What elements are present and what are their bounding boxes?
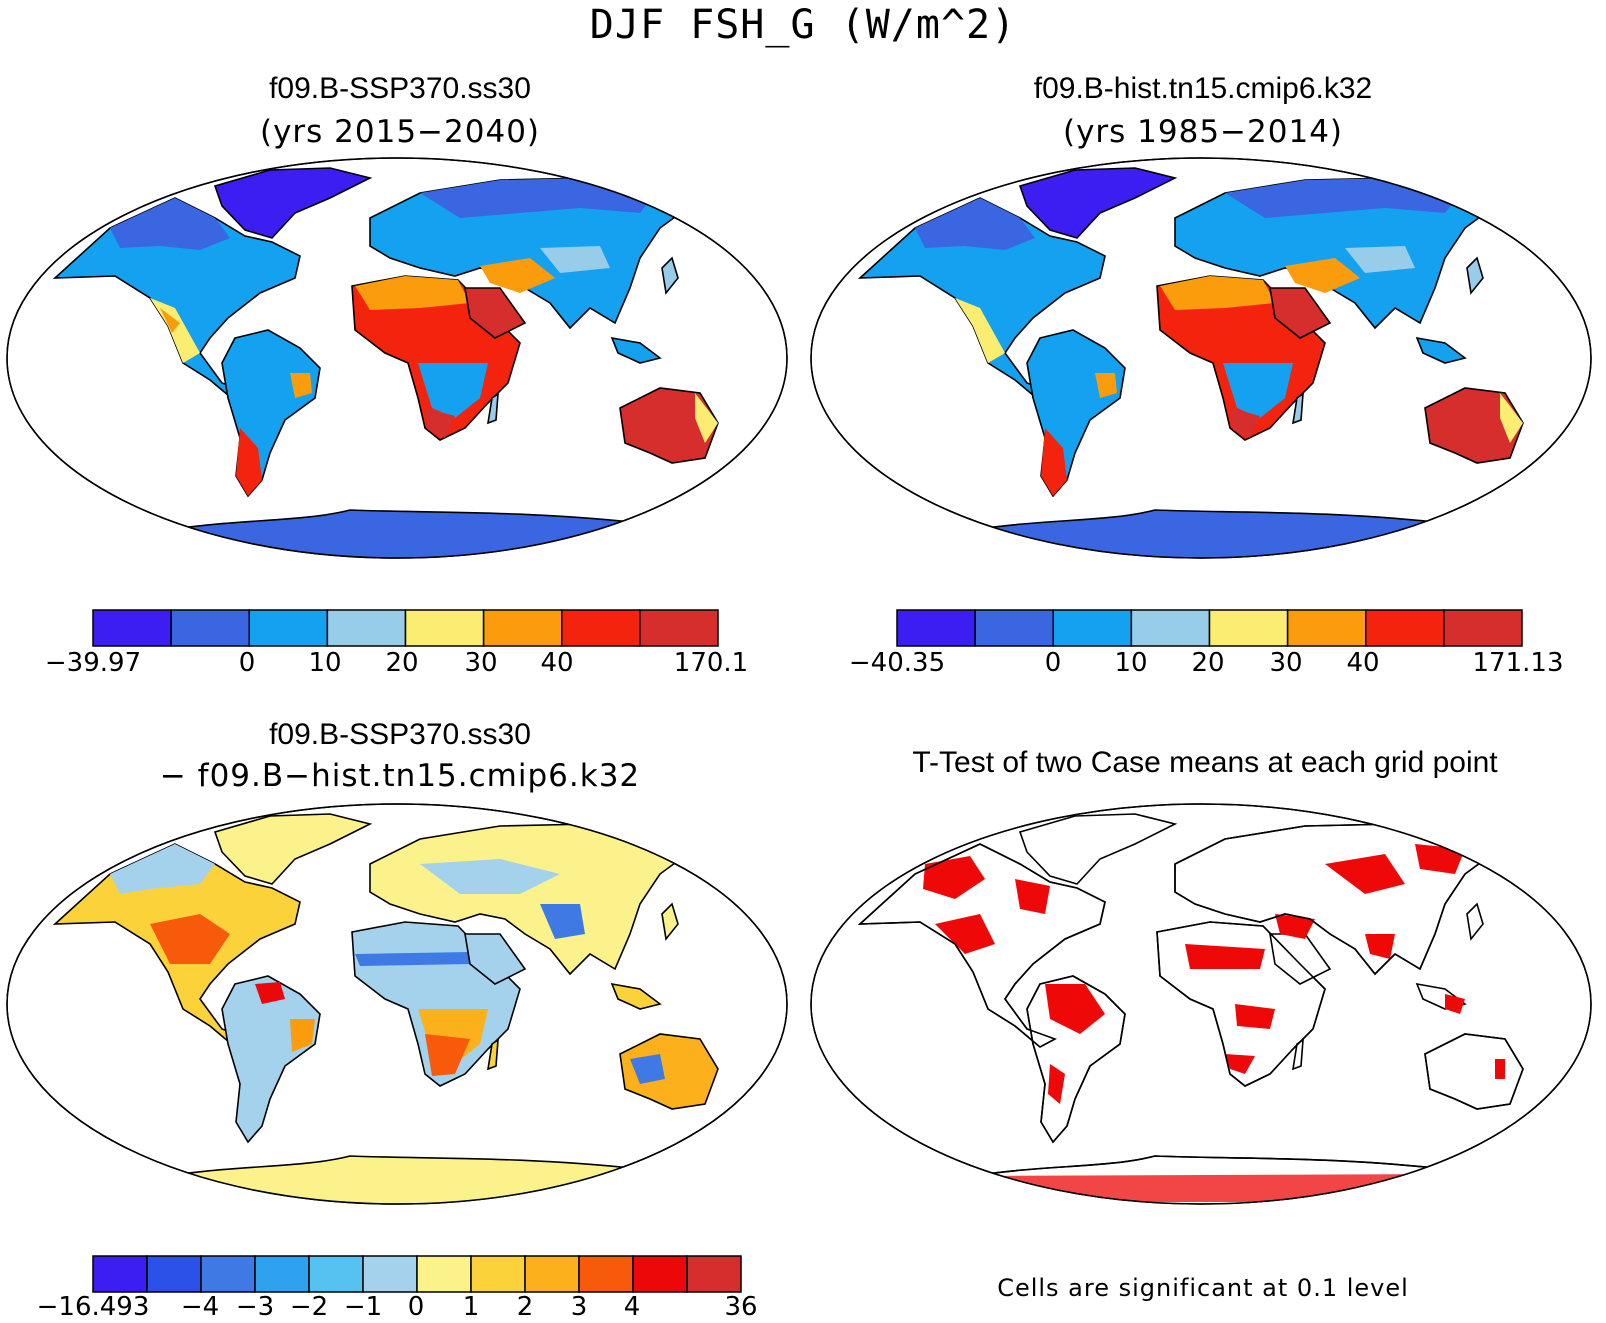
north-america	[52, 197, 301, 402]
map-panel-bottom-left	[6, 803, 788, 1205]
panel-tr-case-name: f09.B-hist.tn15.cmip6.k32	[1033, 72, 1373, 105]
madagascar	[486, 392, 499, 425]
colorbar-top-right-boxes	[896, 609, 1523, 647]
cb-bl-swatch-1	[146, 1255, 202, 1293]
panel-bl-minus-case: − f09.B−hist.tn15.cmip6.k32	[159, 758, 641, 794]
cb-bl-tick-2: −3	[235, 1292, 275, 1322]
cb-bl-tick-1: −4	[180, 1292, 220, 1322]
figure-title: DJF FSH_G (W/m^2)	[589, 2, 1017, 48]
panel-br-title: T-Test of two Case means at each grid po…	[912, 746, 1498, 779]
cb-tl-tick-4: 30	[464, 648, 498, 678]
cb-tr-swatch-0	[896, 609, 976, 647]
cb-bl-swatch-8	[524, 1255, 580, 1293]
australia	[619, 387, 719, 464]
cb-bl-swatch-0	[92, 1255, 148, 1293]
cb-bl-tick-9: 4	[623, 1292, 641, 1322]
cb-tl-tick-0: −39.97	[44, 648, 142, 678]
cb-tl-swatch-4	[404, 609, 485, 647]
cb-tr-swatch-6	[1365, 609, 1445, 647]
cb-tl-swatch-7	[639, 609, 719, 647]
colorbar-top-right	[896, 609, 1523, 647]
cb-bl-swatch-3	[254, 1255, 310, 1293]
cb-tl-tick-1: 0	[238, 648, 256, 678]
cb-bl-swatch-11	[686, 1255, 742, 1293]
cb-bl-tick-4: −1	[343, 1292, 383, 1322]
map-panel-top-left	[6, 157, 788, 559]
cb-tl-tick-6: 170.1	[673, 648, 749, 678]
significance-note: Cells are significant at 0.1 level	[997, 1274, 1409, 1302]
cb-tr-swatch-2	[1052, 609, 1133, 647]
cb-tr-tick-5: 40	[1346, 648, 1380, 678]
cb-tr-tick-2: 10	[1114, 648, 1148, 678]
cb-tl-swatch-6	[561, 609, 641, 647]
cb-bl-tick-3: −2	[289, 1292, 329, 1322]
cb-tr-swatch-7	[1443, 609, 1523, 647]
arabia	[464, 287, 527, 339]
cb-bl-swatch-4	[308, 1255, 364, 1293]
cb-tl-tick-5: 40	[540, 648, 574, 678]
cb-tl-swatch-3	[326, 609, 407, 647]
cb-bl-tick-7: 2	[516, 1292, 534, 1322]
cb-bl-swatch-9	[578, 1255, 634, 1293]
cb-tl-tick-2: 10	[308, 648, 342, 678]
cb-tr-tick-0: −40.35	[848, 648, 946, 678]
cb-tr-tick-4: 30	[1269, 648, 1303, 678]
colorbar-bottom-left-boxes	[92, 1255, 742, 1293]
cb-bl-swatch-10	[632, 1255, 688, 1293]
cb-bl-tick-10: 36	[724, 1292, 758, 1322]
cb-tr-swatch-4	[1208, 609, 1289, 647]
cb-tl-swatch-5	[482, 609, 563, 647]
greenland	[213, 167, 373, 239]
panel-tl-years: (yrs 2015−2040)	[259, 114, 541, 150]
map-panel-bottom-right	[810, 803, 1592, 1205]
cb-bl-tick-8: 3	[570, 1292, 588, 1322]
panel-tr-years: (yrs 1985−2014)	[1062, 114, 1344, 150]
cb-tr-tick-1: 0	[1044, 648, 1062, 678]
cb-tl-tick-3: 20	[385, 648, 419, 678]
cb-bl-tick-5: 0	[407, 1292, 425, 1322]
cb-tr-swatch-1	[974, 609, 1054, 647]
cb-bl-swatch-2	[200, 1255, 256, 1293]
cb-tr-swatch-3	[1130, 609, 1211, 647]
map-panel-top-right	[810, 157, 1592, 559]
colorbar-top-left-boxes	[92, 609, 719, 647]
cb-bl-tick-0: −16.493	[36, 1292, 150, 1322]
japan	[661, 256, 679, 295]
cb-bl-swatch-6	[416, 1255, 472, 1293]
panel-bl-case-name: f09.B-SSP370.ss30	[269, 718, 531, 751]
cb-bl-tick-6: 1	[462, 1292, 480, 1322]
se-asia-islands	[610, 336, 662, 364]
cb-tr-tick-3: 20	[1191, 648, 1225, 678]
cb-bl-swatch-7	[470, 1255, 526, 1293]
panel-tl-case-name: f09.B-SSP370.ss30	[269, 72, 531, 105]
cb-tr-swatch-5	[1286, 609, 1367, 647]
cb-tr-tick-6: 171.13	[1472, 648, 1564, 678]
cb-bl-swatch-5	[362, 1255, 418, 1293]
colorbar-top-left	[92, 609, 719, 647]
colorbar-bottom-left	[92, 1255, 742, 1293]
